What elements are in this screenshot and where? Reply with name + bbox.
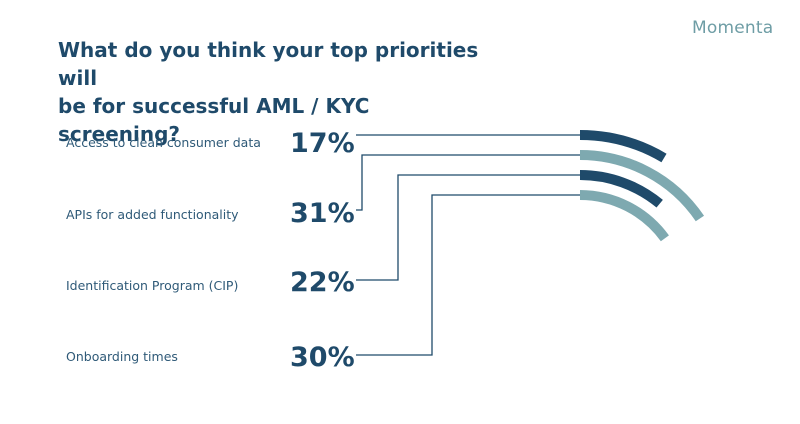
value-label-apis: 31% bbox=[290, 198, 355, 229]
arc-onboarding bbox=[579, 190, 669, 242]
value-label-onboarding: 30% bbox=[290, 342, 355, 373]
value-label-cip: 22% bbox=[290, 267, 355, 298]
leader-line-apis bbox=[356, 154, 580, 211]
category-label-cip: Identification Program (CIP) bbox=[66, 278, 239, 293]
category-label-onboarding: Onboarding times bbox=[66, 349, 178, 364]
category-label-apis: APIs for added functionality bbox=[66, 207, 239, 222]
category-label-access-clean-data: Access to clean consumer data bbox=[66, 135, 261, 150]
arc-access-clean-data bbox=[579, 130, 667, 163]
leader-line-onboarding bbox=[356, 194, 580, 356]
chart-title: What do you think your top priorities wi… bbox=[58, 36, 498, 148]
leader-line-cip bbox=[356, 174, 580, 281]
value-label-access-clean-data: 17% bbox=[290, 128, 355, 159]
arc-apis bbox=[579, 150, 705, 222]
arc-cip bbox=[579, 170, 663, 208]
brand-name: Momenta bbox=[692, 18, 774, 38]
brand-logo: Momenta bbox=[692, 18, 773, 38]
chart-title-line-2: be for successful AML / KYC screening? bbox=[58, 94, 370, 146]
chart-title-line-1: What do you think your top priorities wi… bbox=[58, 38, 479, 90]
